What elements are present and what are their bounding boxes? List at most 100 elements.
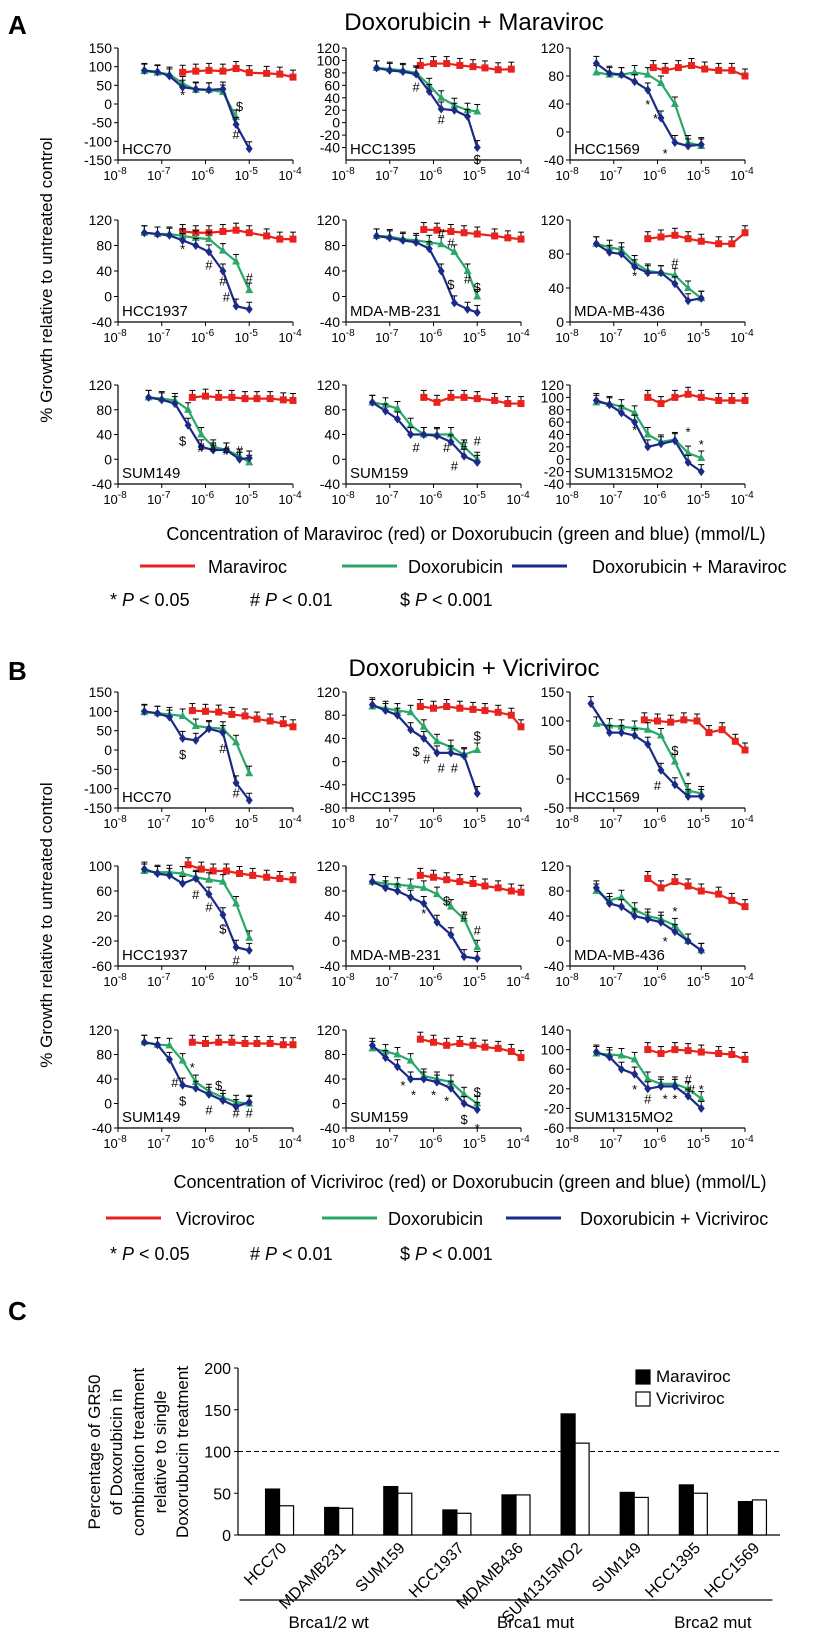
data-point xyxy=(406,881,415,889)
data-point xyxy=(617,1050,626,1059)
x-tick-exponent: -4 xyxy=(293,1134,302,1145)
data-point xyxy=(697,393,705,401)
data-point xyxy=(606,899,614,908)
y-tick-label: 150 xyxy=(541,684,565,700)
data-point xyxy=(491,232,499,240)
x-tick-exponent: -4 xyxy=(745,814,754,825)
data-point xyxy=(407,1074,415,1084)
data-point xyxy=(228,710,236,718)
x-tick-exponent: -4 xyxy=(745,328,754,339)
y-tick-label: -40 xyxy=(320,476,340,492)
data-point xyxy=(416,703,424,710)
data-point xyxy=(671,279,679,289)
data-point xyxy=(671,927,679,937)
x-tick-label: 10-5 xyxy=(687,814,711,831)
cell-line-label: SUM149 xyxy=(122,1109,180,1126)
bar-ylabel-line: combination treatment xyxy=(129,1368,148,1536)
y-tick-label: 40 xyxy=(324,730,340,746)
x-tick-exponent: -7 xyxy=(162,166,171,177)
data-point xyxy=(473,292,482,300)
significance-mark: # xyxy=(684,1072,692,1087)
data-point xyxy=(671,1081,679,1091)
panel-b-legend: Vicroviroc Doxorubicin Doxorubicin + Vic… xyxy=(106,1209,768,1229)
significance-mark: * xyxy=(411,1087,416,1102)
data-point xyxy=(657,233,665,241)
cell-line-label: HCC70 xyxy=(122,141,171,158)
x-tick-exponent: -6 xyxy=(205,328,214,339)
x-tick-exponent: -7 xyxy=(390,972,399,983)
x-tick-label: 10-7 xyxy=(599,490,623,507)
group-label: Brca2 mut xyxy=(674,1613,752,1632)
x-tick-label: 10-7 xyxy=(147,1134,171,1151)
data-point xyxy=(715,240,723,248)
data-point xyxy=(481,882,489,890)
x-tick-exponent: -5 xyxy=(249,1134,258,1145)
significance-mark: * xyxy=(632,423,637,438)
cell-line-label: HCC1937 xyxy=(122,303,188,320)
x-tick-exponent: -6 xyxy=(657,328,666,339)
y-tick-label: 0 xyxy=(332,115,340,131)
legend-label-doxorubicin: Doxorubicin xyxy=(408,557,503,577)
y-tick-label: 140 xyxy=(541,1022,565,1038)
data-point xyxy=(661,66,669,74)
data-point xyxy=(202,707,209,715)
data-point xyxy=(715,396,723,404)
data-point xyxy=(671,780,679,790)
significance-mark: * xyxy=(653,111,658,126)
data-point xyxy=(232,899,241,907)
data-point xyxy=(481,707,489,715)
x-tick-exponent: -8 xyxy=(346,972,355,983)
significance-mark: # xyxy=(171,1075,179,1090)
data-point xyxy=(192,735,200,745)
data-point xyxy=(232,226,240,234)
significance-mark: * xyxy=(663,1092,668,1107)
data-point xyxy=(684,1047,692,1055)
data-point xyxy=(188,1038,196,1046)
data-point xyxy=(399,235,407,245)
x-tick-label: 10-7 xyxy=(599,328,623,345)
significance-mark: * xyxy=(672,1092,677,1107)
bar-vicriviroc xyxy=(456,1512,472,1536)
data-point xyxy=(232,256,241,265)
cell-line-label: MDA-MB-436 xyxy=(574,947,665,964)
x-tick-label: 10-5 xyxy=(463,972,487,989)
x-tick-exponent: -8 xyxy=(570,490,579,501)
data-point xyxy=(279,720,287,728)
y-tick-label: 0 xyxy=(556,933,564,949)
data-point xyxy=(178,711,187,719)
data-point xyxy=(606,400,614,410)
curve-plot-b-mda-mb-231: -40 0 40 80 120 10-8 10-7 10-6 10-5 10-4 * $ # # MDA-M… xyxy=(317,858,530,989)
data-point xyxy=(728,240,736,248)
significance-mark: # xyxy=(223,443,231,458)
cell-line-label: HCC1395 xyxy=(350,141,416,158)
gr50-bar-chart: Percentage of GR50 of Doxorubicin in combi… xyxy=(85,1361,780,1632)
data-point xyxy=(245,144,253,154)
data-point xyxy=(165,712,173,722)
x-tick-label: 10-4 xyxy=(278,166,302,183)
x-tick-label: 10-8 xyxy=(555,972,579,989)
bar-maraviroc xyxy=(678,1484,694,1536)
data-point xyxy=(460,451,468,461)
significance-mark: * xyxy=(421,906,426,921)
cell-line-label: MDA-MB-436 xyxy=(574,303,665,320)
x-tick-label: 10-5 xyxy=(235,328,259,345)
data-point xyxy=(617,70,625,80)
data-point xyxy=(197,442,205,452)
significance-mark: * xyxy=(444,1093,449,1108)
x-tick-exponent: -6 xyxy=(205,972,214,983)
data-point xyxy=(192,67,200,75)
data-point xyxy=(140,864,148,874)
x-tick-label: 10-8 xyxy=(103,166,127,183)
x-tick-exponent: -5 xyxy=(249,814,258,825)
significance-mark: # xyxy=(671,256,679,271)
data-point xyxy=(393,414,401,424)
data-point xyxy=(420,226,428,234)
data-point xyxy=(430,1038,437,1046)
data-point xyxy=(263,69,271,77)
legend-label-maraviroc: Maraviroc xyxy=(208,557,287,577)
data-point xyxy=(654,717,661,725)
significance-mark: # xyxy=(644,1092,652,1107)
y-tick-label: 150 xyxy=(89,40,113,56)
significance-mark: # xyxy=(219,274,227,289)
data-point xyxy=(215,1038,223,1046)
